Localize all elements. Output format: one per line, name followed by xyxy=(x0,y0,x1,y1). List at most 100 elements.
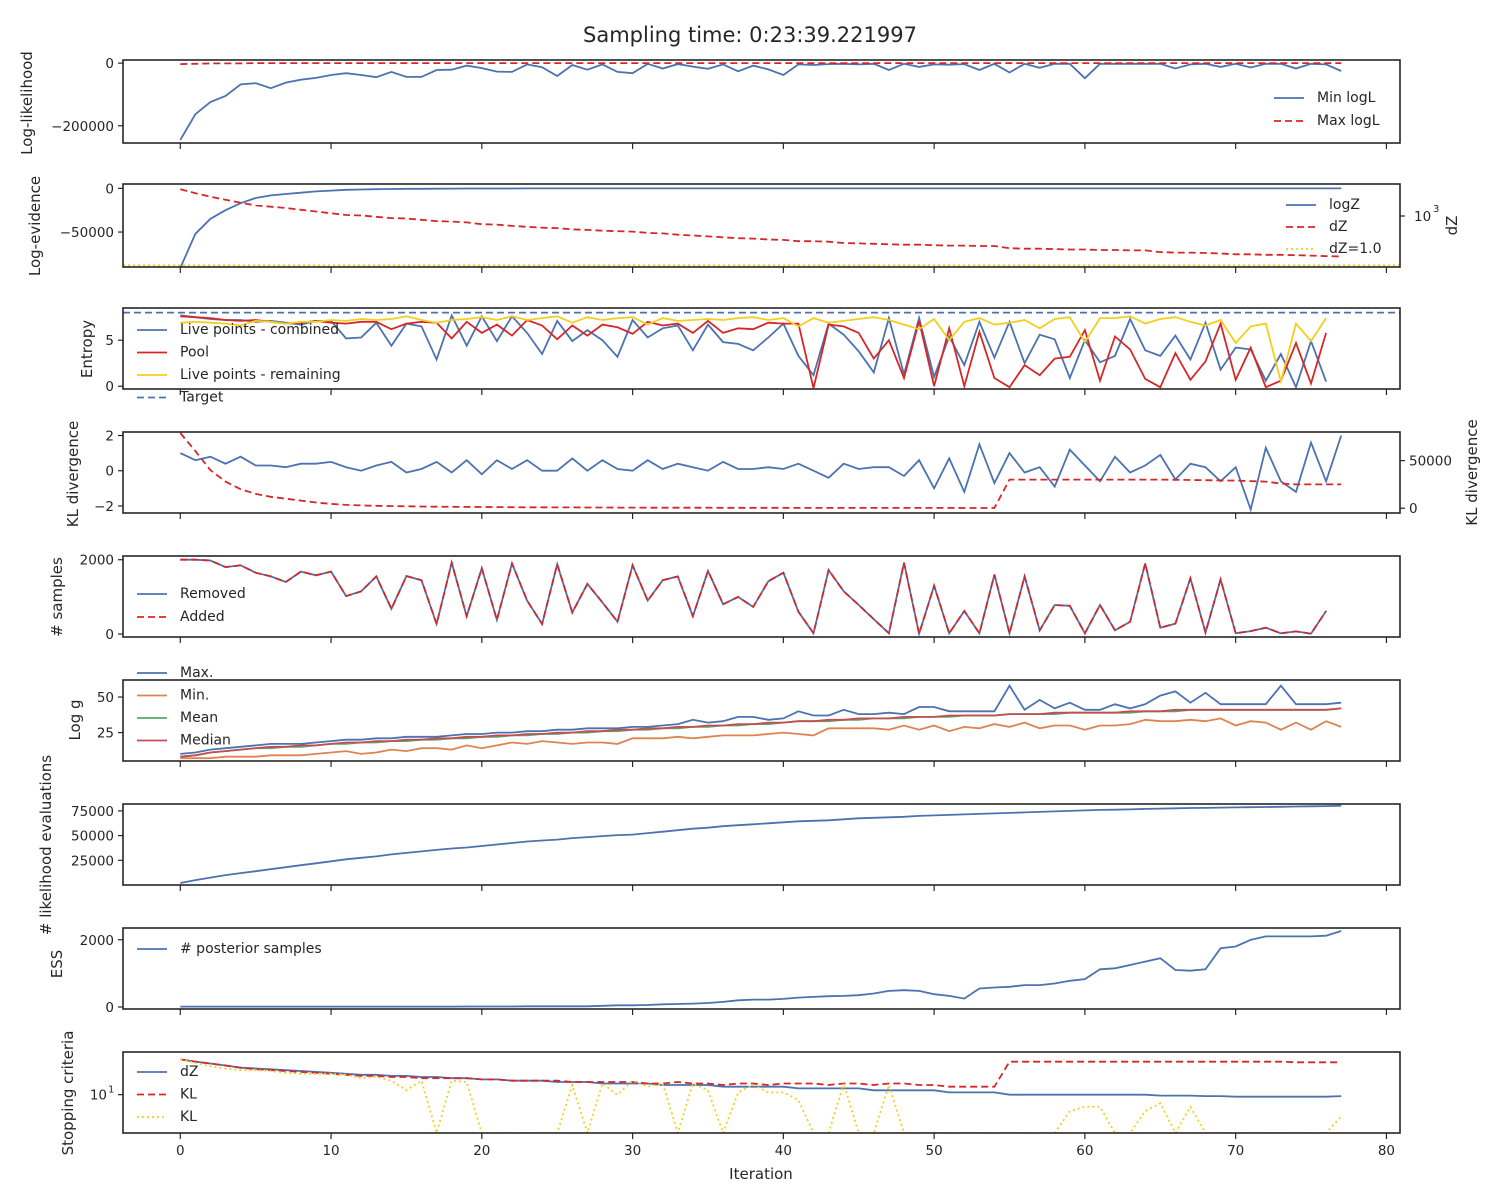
y-tick-label: 0 xyxy=(105,627,114,643)
series-line-1 xyxy=(180,558,1327,637)
series-line-0 xyxy=(180,683,1342,755)
series-line-0 xyxy=(179,435,1343,513)
y-tick-label: 10 xyxy=(90,1088,107,1104)
y-axis-label: Stopping criteria xyxy=(59,1031,77,1156)
legend-label: Live points - combined xyxy=(180,322,339,338)
axes-frame xyxy=(122,927,1401,1010)
plot-area xyxy=(179,62,1342,141)
y-tick-label: 0 xyxy=(105,379,114,395)
series-line-0 xyxy=(180,313,1327,389)
axes-frame xyxy=(122,555,1401,638)
panels: 0 −2 0 0 0 0 0 Log-likelihood Min logL Max logL 0 −… xyxy=(18,51,1481,1159)
plot-area xyxy=(180,558,1327,637)
y-tick-label: 25000 xyxy=(71,853,114,869)
y-tick-label: −2 xyxy=(94,499,114,515)
axes-frame xyxy=(122,431,1401,514)
series-line-0 xyxy=(179,62,1342,141)
series-line-2 xyxy=(180,1058,1342,1133)
y-tick-label: 2 xyxy=(105,429,114,445)
plot-area xyxy=(123,187,1400,267)
series-line-1 xyxy=(180,315,1327,389)
legend-label: Min logL xyxy=(1317,90,1376,106)
series-line-1 xyxy=(180,1058,1342,1088)
series-line-1 xyxy=(180,717,1342,760)
axes-frame xyxy=(122,59,1401,144)
y2-axis-label: KL divergence xyxy=(1463,419,1481,525)
y-tick-exponent: 1 xyxy=(108,1085,114,1096)
panel-3: 0 5 Entropy Live points - combined Pool Live … xyxy=(78,307,1401,406)
panel-5: 0 2000 # samples Removed Added xyxy=(48,553,1401,643)
legend-label: Pool xyxy=(180,345,209,361)
legend-label: Mean xyxy=(180,710,218,726)
y2-tick-label: 50000 xyxy=(1409,454,1452,470)
series-line-0 xyxy=(180,1058,1342,1098)
axes-frame xyxy=(122,679,1401,762)
series-line-0 xyxy=(180,558,1327,637)
figure-title: Sampling time: 0:23:39.221997 xyxy=(583,23,917,47)
y-axis-label: Log-likelihood xyxy=(18,51,36,155)
legend-label: dZ xyxy=(1329,219,1347,235)
x-tick-label: 60 xyxy=(1076,1143,1093,1159)
x-tick-label: 70 xyxy=(1227,1143,1244,1159)
y-tick-label: 2000 xyxy=(80,933,114,949)
y-tick-label: 25 xyxy=(97,726,114,742)
y2-axis-label: dZ xyxy=(1443,216,1461,236)
y-tick-label: 0 xyxy=(105,56,114,72)
panel-8: 0 2000 ESS # posterior samples xyxy=(48,927,1401,1016)
plot-area xyxy=(180,683,1342,760)
y-tick-label: 50 xyxy=(97,690,114,706)
x-tick-label: 20 xyxy=(473,1143,490,1159)
y-axis-label: Entropy xyxy=(78,320,96,378)
y2-tick-label: 0 xyxy=(1409,501,1418,517)
y-tick-label: 0 xyxy=(105,464,114,480)
panel-2: 0 −50000 10 3 dZ Log-evidence logZ dZ dZ=1.0 xyxy=(26,176,1461,276)
y-tick-label: 2000 xyxy=(80,553,114,569)
y2-tick-exponent: 3 xyxy=(1433,204,1439,215)
x-tick-label: 50 xyxy=(926,1143,943,1159)
axes-frame xyxy=(122,183,1401,268)
plot-area xyxy=(180,804,1342,884)
legend-label: dZ xyxy=(180,1064,198,1080)
panel-6: 25 50 Log g Max. Min. Mean Median xyxy=(66,665,1401,767)
legend-label: dZ=1.0 xyxy=(1329,241,1381,257)
legend-label: # posterior samples xyxy=(180,941,322,957)
series-line-1 xyxy=(180,62,1342,65)
x-axis-label: Iteration xyxy=(729,1165,793,1183)
y-axis-label: ESS xyxy=(48,950,66,979)
axes-frame xyxy=(122,307,1401,390)
x-tick-label: 30 xyxy=(624,1143,641,1159)
legend-label: Live points - remaining xyxy=(180,367,341,383)
series-line-2 xyxy=(180,707,1342,758)
plot-area xyxy=(180,930,1342,1008)
series-line-2 xyxy=(180,315,1327,386)
y-axis-label: KL divergence xyxy=(64,421,82,527)
y-axis-label: # likelihood evaluations xyxy=(37,755,55,935)
legend-label: Target xyxy=(179,390,224,406)
axes-frame xyxy=(122,1051,1401,1134)
legend-label: Added xyxy=(180,609,225,625)
plot-area xyxy=(179,432,1343,513)
legend-label: KL xyxy=(180,1109,197,1125)
x-tick-label: 40 xyxy=(775,1143,792,1159)
legend-label: Removed xyxy=(180,586,246,602)
x-tick-label: 0 xyxy=(176,1143,185,1159)
plot-area xyxy=(123,311,1400,389)
y-axis-label: # samples xyxy=(48,557,66,637)
legend-label: logZ xyxy=(1329,197,1360,213)
x-tick-label: 80 xyxy=(1378,1143,1395,1159)
y-tick-label: 0 xyxy=(105,181,114,197)
y-axis-label: Log g xyxy=(66,699,84,740)
plot-area xyxy=(180,1058,1342,1133)
series-line-0 xyxy=(179,187,1342,267)
y-tick-label: −50000 xyxy=(60,225,114,241)
series-line-3 xyxy=(180,707,1342,758)
y-tick-label: 0 xyxy=(105,1000,114,1016)
series-line-0 xyxy=(180,930,1342,1008)
panel-1: 0 −200000 Log-likelihood Min logL Max logL xyxy=(18,51,1401,155)
legend-label: Max logL xyxy=(1317,113,1380,129)
legend-label: Median xyxy=(180,733,231,749)
y2-tick-label: 10 xyxy=(1414,209,1431,225)
series-line-0 xyxy=(180,804,1342,884)
